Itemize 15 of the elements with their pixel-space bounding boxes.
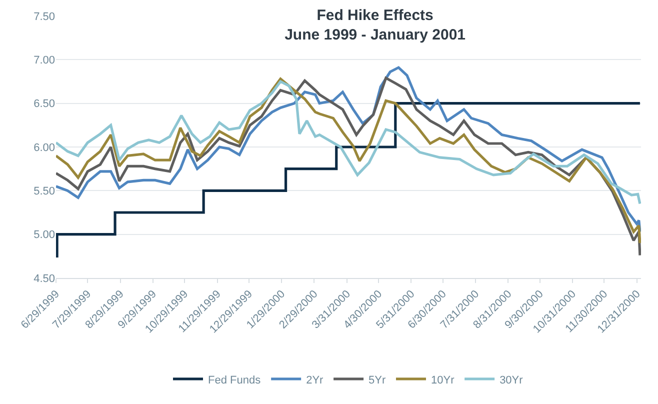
y-tick-label: 4.50 bbox=[34, 272, 55, 285]
legend-label: 10Yr bbox=[430, 374, 455, 386]
y-tick-label: 6.50 bbox=[34, 98, 55, 110]
y-tick-label: 6.00 bbox=[34, 142, 55, 154]
y-tick-label: 5.50 bbox=[34, 186, 55, 198]
y-tick-label: 7.00 bbox=[34, 54, 55, 67]
chart-title: Fed Hike Effects bbox=[316, 7, 434, 24]
legend-label: 2Yr bbox=[306, 374, 324, 386]
text: June 1999 - January 2001 bbox=[284, 26, 466, 44]
legend-label: Fed Funds bbox=[208, 374, 262, 386]
line-series bbox=[56, 80, 641, 206]
y-tick-label: 7.50 bbox=[34, 10, 55, 23]
legend-label: 30Yr bbox=[500, 374, 524, 386]
legend-label: 5Yr bbox=[368, 374, 386, 386]
y-tick-label: 5.00 bbox=[34, 229, 55, 242]
